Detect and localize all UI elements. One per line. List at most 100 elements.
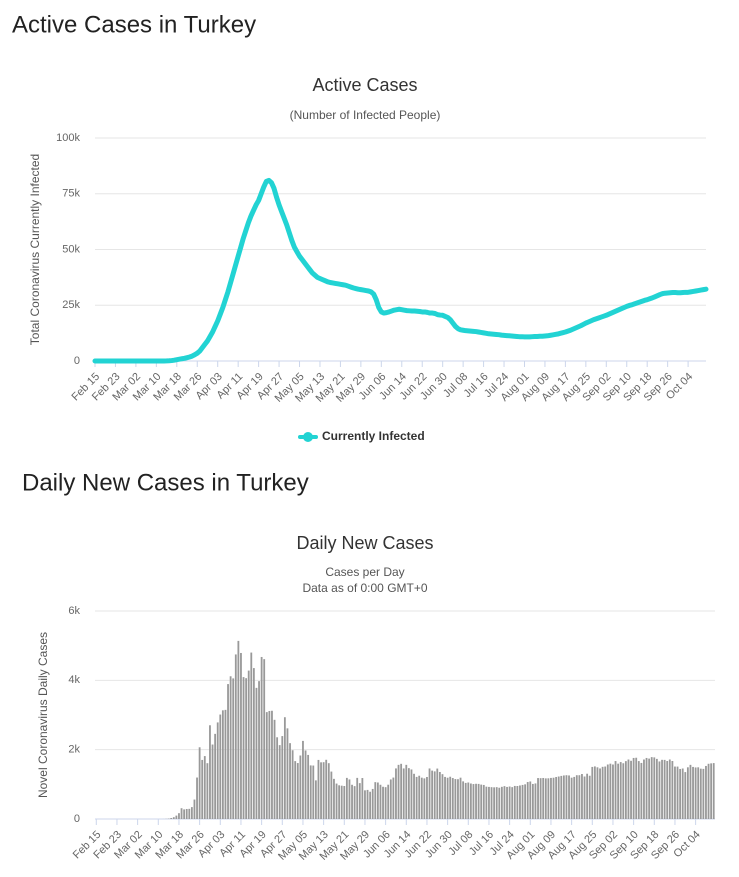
bar [190, 807, 193, 819]
bar [544, 778, 547, 819]
chart-subtitle: Cases per Day [325, 565, 404, 579]
bar [583, 776, 586, 819]
bar [330, 771, 333, 819]
bar [436, 768, 439, 819]
bar [438, 771, 441, 819]
bar [426, 776, 428, 819]
bar [250, 652, 253, 819]
bar [702, 768, 705, 819]
bar [196, 777, 198, 819]
bar [578, 775, 581, 819]
bar [351, 784, 353, 819]
y-tick-label: 0 [74, 813, 80, 825]
bar [374, 782, 377, 819]
bar [278, 745, 281, 819]
bar [464, 782, 467, 819]
legend-symbol [303, 432, 313, 442]
bar [335, 783, 338, 819]
bar [265, 712, 268, 819]
bar [446, 777, 449, 819]
bar [692, 766, 694, 819]
bar [271, 710, 273, 819]
bar [539, 778, 542, 819]
bar [658, 761, 661, 819]
bar [645, 757, 648, 819]
bar [516, 785, 519, 819]
bar [617, 763, 620, 819]
bar [710, 763, 713, 819]
bar [206, 763, 209, 819]
bar [666, 761, 669, 819]
chart-title: Active Cases [312, 75, 417, 95]
bar [663, 759, 666, 819]
bar [511, 787, 514, 819]
y-axis-label: Total Coronavirus Currently Infected [28, 154, 42, 345]
bar [327, 763, 330, 819]
bar [506, 786, 508, 819]
bar [387, 784, 390, 819]
bar [457, 779, 459, 819]
bar [258, 681, 260, 819]
data-line [92, 177, 709, 364]
bar [469, 783, 472, 819]
bar [635, 757, 638, 819]
bar [562, 775, 565, 819]
bar [707, 763, 710, 819]
bar [283, 717, 286, 819]
bar [632, 757, 635, 819]
bar [227, 684, 229, 819]
y-tick-label: 75k [62, 188, 80, 200]
bar [345, 777, 348, 819]
bar [575, 775, 578, 819]
bar [296, 763, 299, 819]
bar [384, 787, 387, 819]
bar [622, 763, 625, 819]
bar [405, 764, 408, 819]
y-tick-label: 4k [68, 674, 80, 686]
bar [338, 785, 341, 819]
bar [524, 784, 527, 819]
bar [534, 783, 537, 819]
bar [699, 768, 702, 819]
bar [428, 768, 431, 819]
bar [529, 781, 532, 819]
bar [480, 784, 483, 819]
bar [508, 786, 511, 819]
legend-label: Currently Infected [322, 429, 425, 443]
bar [371, 788, 374, 819]
bar [420, 777, 423, 819]
bar [413, 773, 415, 819]
bar [668, 759, 671, 819]
bar [513, 785, 516, 819]
bar [565, 775, 568, 819]
bar [304, 750, 307, 819]
chart-subtitle: Data as of 0:00 GMT+0 [302, 581, 427, 595]
bar [415, 776, 418, 819]
bar [472, 784, 475, 819]
bar [245, 678, 248, 819]
bar [170, 817, 173, 819]
bar [369, 791, 372, 819]
bar [407, 768, 410, 819]
bar [395, 768, 397, 819]
bar [211, 744, 214, 819]
bar [340, 785, 343, 819]
bar [488, 786, 490, 819]
bar [193, 799, 196, 819]
chart-subtitle: (Number of Infected People) [290, 108, 441, 122]
bar [612, 764, 614, 819]
bar [712, 763, 715, 819]
bar [537, 778, 539, 819]
bar [382, 786, 384, 819]
bar [599, 768, 601, 819]
bar [542, 777, 545, 819]
y-tick-label: 25k [62, 299, 80, 311]
bar [379, 784, 382, 819]
bar [482, 784, 485, 819]
bar [180, 808, 183, 819]
bar [294, 761, 297, 819]
chart-title: Daily New Cases [296, 533, 433, 553]
bar [175, 815, 178, 819]
